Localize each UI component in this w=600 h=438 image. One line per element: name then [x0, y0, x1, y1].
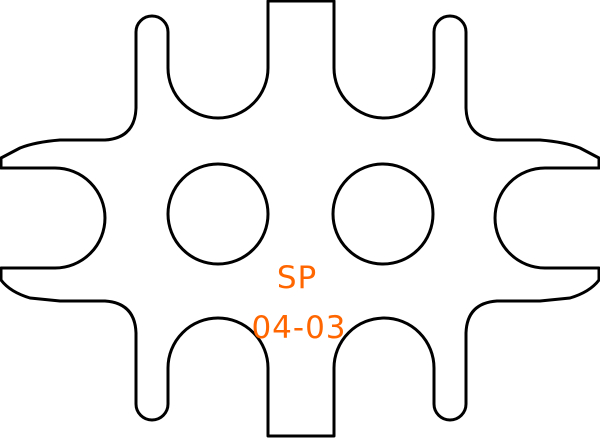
mounting-hole-right	[331, 162, 435, 266]
mounting-hole-left	[166, 162, 270, 266]
part-label-line2: 04-03	[251, 310, 346, 346]
part-label-line1: SP	[277, 260, 317, 296]
